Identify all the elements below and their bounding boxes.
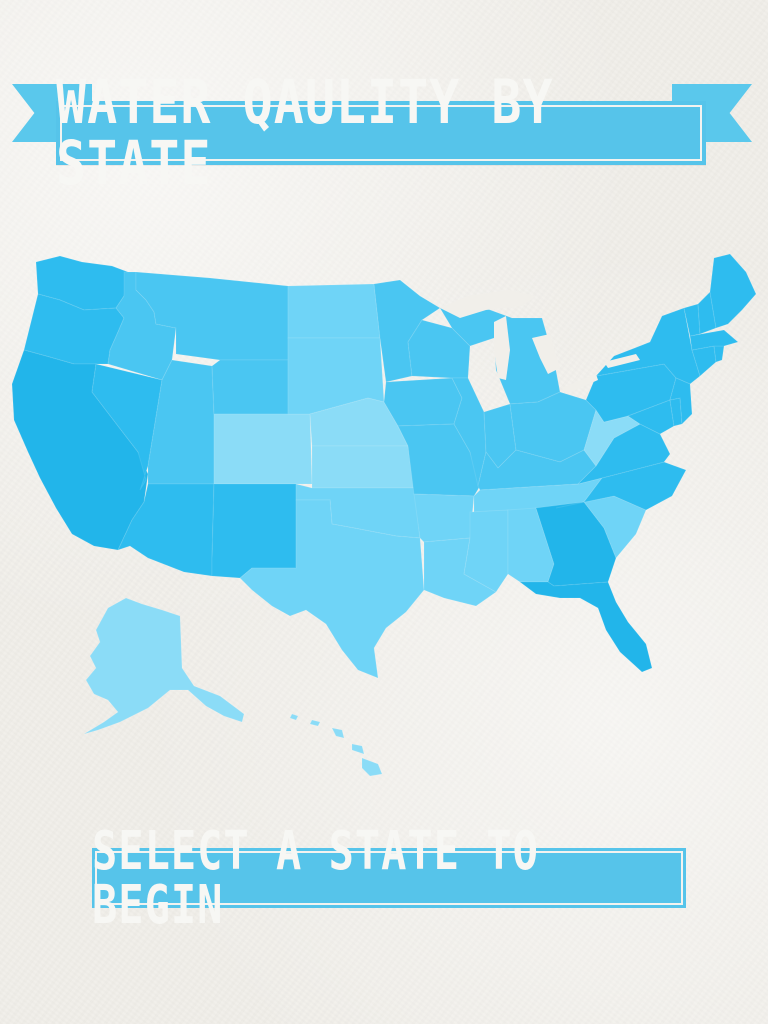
lake-huron [532, 334, 560, 374]
state-kansas[interactable] [311, 445, 415, 489]
lake-ontario [604, 354, 640, 368]
state-rhode-island[interactable] [713, 345, 725, 363]
state-hawaii[interactable] [289, 713, 383, 777]
state-new-jersey[interactable] [669, 377, 693, 426]
state-missouri[interactable] [397, 423, 481, 497]
state-alaska[interactable] [83, 597, 245, 735]
state-north-carolina[interactable] [555, 461, 687, 511]
state-florida[interactable] [518, 581, 653, 673]
select-state-button[interactable]: SELECT A STATE TO BEGIN [92, 824, 686, 931]
state-nevada[interactable] [91, 363, 163, 491]
us-map-svg[interactable] [0, 238, 768, 800]
state-iowa[interactable] [383, 377, 463, 427]
state-maine[interactable] [709, 253, 757, 329]
us-map[interactable] [0, 238, 768, 800]
state-massachusetts[interactable] [689, 329, 740, 351]
state-new-mexico[interactable] [211, 483, 297, 579]
state-arkansas[interactable] [413, 493, 475, 543]
lake-erie [562, 374, 598, 394]
title-ribbon: WATER QAULITY BY STATE [0, 72, 768, 194]
page-title: WATER QAULITY BY STATE [56, 67, 554, 199]
state-north-dakota[interactable] [287, 283, 381, 339]
state-wyoming[interactable] [211, 359, 289, 415]
title-banner: WATER QAULITY BY STATE [56, 72, 706, 194]
select-state-label: SELECT A STATE TO BEGIN [92, 819, 539, 936]
lake-superior [440, 290, 536, 318]
state-colorado[interactable] [213, 413, 313, 485]
state-wisconsin[interactable] [407, 319, 471, 379]
state-montana[interactable] [135, 271, 289, 361]
state-maryland[interactable] [626, 399, 675, 435]
state-texas[interactable] [239, 499, 425, 679]
lake-michigan [494, 316, 510, 380]
